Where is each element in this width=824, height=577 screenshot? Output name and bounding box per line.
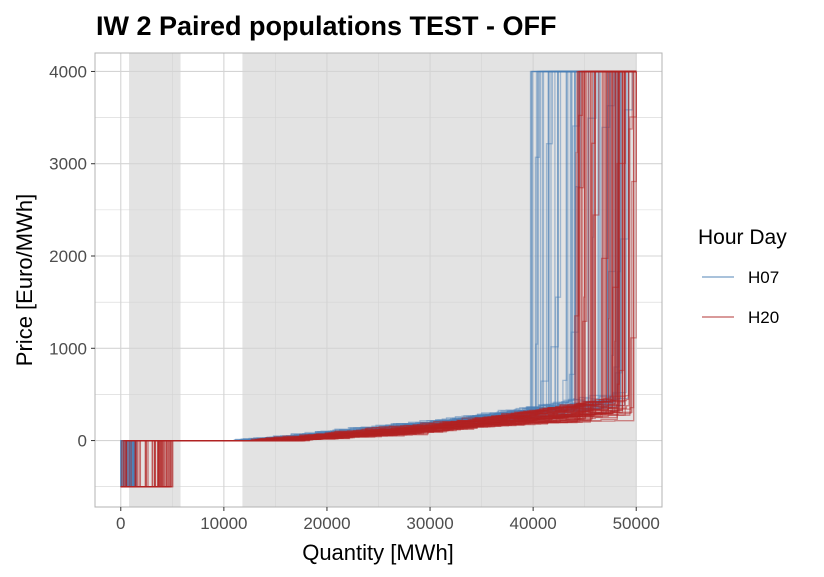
x-axis-ticks: 0 10000 20000 30000 40000 50000	[116, 507, 660, 533]
supply-curve-h20	[120, 70, 637, 488]
legend-label-h20: H20	[748, 308, 779, 327]
chart-title: IW 2 Paired populations TEST - OFF	[96, 11, 557, 41]
y-tick-label: 3000	[49, 155, 87, 174]
y-tick-label: 1000	[49, 339, 87, 358]
shaded-region	[129, 53, 181, 507]
supply-curve-h20	[120, 70, 637, 488]
plot-panel	[94, 52, 663, 508]
x-tick-label: 20000	[303, 514, 350, 533]
legend-title: Hour Day	[698, 226, 787, 249]
legend: Hour Day H07 H20	[698, 226, 787, 327]
y-axis-ticks: 0 1000 2000 3000 4000	[49, 62, 95, 451]
y-axis-title: Price [Euro/MWh]	[12, 194, 37, 366]
y-tick-label: 2000	[49, 247, 87, 266]
x-axis-title: Quantity [MWh]	[302, 540, 454, 565]
legend-label-h07: H07	[748, 268, 779, 287]
x-tick-label: 50000	[613, 514, 660, 533]
y-tick-label: 4000	[49, 62, 87, 81]
plot-border	[94, 52, 663, 508]
x-tick-label: 30000	[406, 514, 453, 533]
x-tick-label: 0	[116, 514, 125, 533]
series-h20-curves	[120, 70, 637, 488]
x-tick-label: 40000	[509, 514, 556, 533]
grid-lines	[95, 53, 662, 507]
x-tick-label: 10000	[200, 514, 247, 533]
y-tick-label: 0	[78, 432, 87, 451]
